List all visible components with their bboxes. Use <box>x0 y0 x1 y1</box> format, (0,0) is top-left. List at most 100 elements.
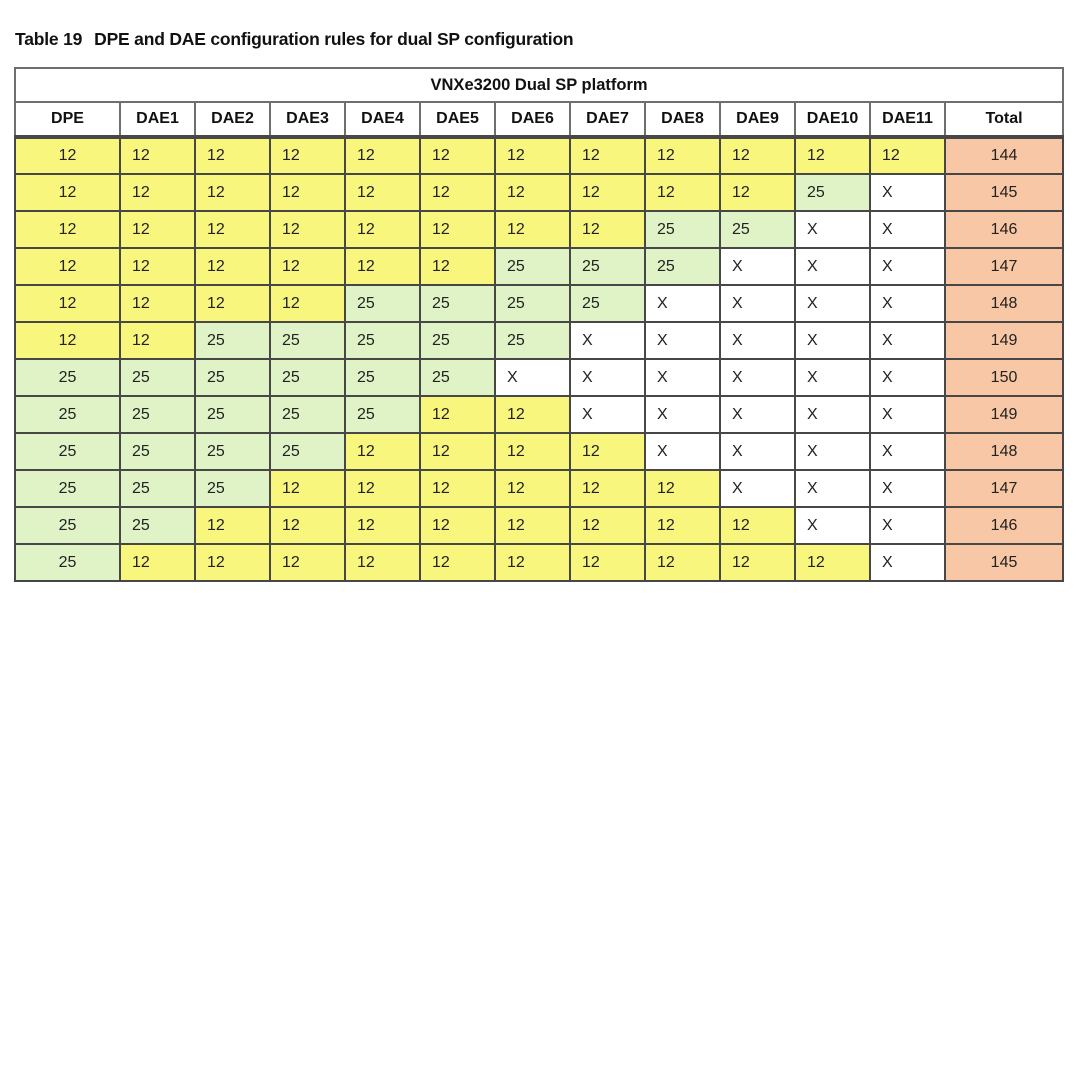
dae-cell: 12 <box>644 506 721 545</box>
platform-header: VNXe3200 Dual SP platform <box>13 67 1065 103</box>
dae-cell: X <box>644 321 721 360</box>
dae-cell: X <box>644 284 721 323</box>
dae-cell: 25 <box>119 469 196 508</box>
dae-cell: 25 <box>119 506 196 545</box>
dpe-cell: 25 <box>14 358 121 397</box>
dae-cell: 12 <box>569 173 646 212</box>
dae-cell: 12 <box>794 136 871 175</box>
column-header-total: Total <box>943 101 1065 139</box>
dae-cell: 12 <box>194 210 271 249</box>
dae-cell: 12 <box>644 543 721 582</box>
dae-cell: 25 <box>494 247 571 286</box>
dae-cell: 25 <box>269 432 346 471</box>
table-title-text: DPE and DAE configuration rules for dual… <box>94 29 574 49</box>
dae-cell: 12 <box>194 247 271 286</box>
total-cell: 146 <box>943 210 1065 249</box>
dae-cell: 12 <box>344 247 421 286</box>
table-row: 12 12 12 12 12 12 12 12 12 12 25 X 145 <box>14 173 1065 212</box>
table-row: 25 25 12 12 12 12 12 12 12 12 X X 146 <box>14 506 1065 545</box>
dae-cell: 12 <box>569 136 646 175</box>
dae-cell: 12 <box>419 469 496 508</box>
dae-cell: 12 <box>569 210 646 249</box>
table-row: 25 25 25 25 25 12 12 X X X X X 149 <box>14 395 1065 434</box>
dae-cell: 12 <box>419 432 496 471</box>
dae-cell: 25 <box>794 173 871 212</box>
dae-cell: 12 <box>344 173 421 212</box>
dae-cell: 12 <box>419 210 496 249</box>
dae-cell: 12 <box>344 543 421 582</box>
dae-cell: 25 <box>344 358 421 397</box>
dae-cell: X <box>569 395 646 434</box>
dae-cell: 12 <box>419 173 496 212</box>
dae-cell: X <box>719 358 796 397</box>
column-header-dpe: DPE <box>14 101 121 139</box>
dae-cell: X <box>719 321 796 360</box>
column-header-dae2: DAE2 <box>194 101 271 139</box>
dae-cell: X <box>869 506 946 545</box>
table-row: 12 12 25 25 25 25 25 X X X X X 149 <box>14 321 1065 360</box>
platform-header-row: VNXe3200 Dual SP platform <box>13 67 1065 103</box>
total-cell: 145 <box>943 173 1065 212</box>
dae-cell: X <box>794 432 871 471</box>
column-header-dae11: DAE11 <box>869 101 946 139</box>
dae-cell: 12 <box>194 136 271 175</box>
dae-cell: 25 <box>569 247 646 286</box>
dae-cell: 12 <box>719 543 796 582</box>
dae-cell: 12 <box>269 284 346 323</box>
dae-cell: 25 <box>344 395 421 434</box>
column-header-dae4: DAE4 <box>344 101 421 139</box>
dae-cell: 12 <box>494 432 571 471</box>
dae-cell: X <box>869 543 946 582</box>
dae-cell: 12 <box>269 173 346 212</box>
dae-cell: 25 <box>119 358 196 397</box>
total-cell: 145 <box>943 543 1065 582</box>
dae-cell: 12 <box>569 432 646 471</box>
total-cell: 150 <box>943 358 1065 397</box>
dae-cell: X <box>794 395 871 434</box>
dae-cell: 12 <box>419 395 496 434</box>
dae-cell: 12 <box>494 469 571 508</box>
dae-cell: 12 <box>194 506 271 545</box>
total-cell: 144 <box>943 136 1065 175</box>
dae-cell: 25 <box>194 469 271 508</box>
dae-cell: 12 <box>269 247 346 286</box>
dae-cell: X <box>869 395 946 434</box>
dae-cell: 12 <box>344 506 421 545</box>
dae-cell: 25 <box>419 358 496 397</box>
dpe-cell: 12 <box>14 210 121 249</box>
dae-cell: 25 <box>569 284 646 323</box>
column-header-dae6: DAE6 <box>494 101 571 139</box>
dae-cell: X <box>869 173 946 212</box>
dae-cell: 25 <box>719 210 796 249</box>
dae-cell: 12 <box>719 136 796 175</box>
dae-cell: 25 <box>494 321 571 360</box>
dae-cell: 12 <box>494 543 571 582</box>
dae-cell: X <box>869 247 946 286</box>
dae-cell: 12 <box>494 136 571 175</box>
dae-cell: X <box>719 395 796 434</box>
dae-cell: X <box>869 469 946 508</box>
dae-cell: X <box>794 469 871 508</box>
dae-cell: X <box>869 210 946 249</box>
dae-cell: 25 <box>119 395 196 434</box>
dae-cell: 12 <box>194 284 271 323</box>
dpe-cell: 12 <box>14 247 121 286</box>
dae-cell: 12 <box>419 506 496 545</box>
dae-cell: X <box>794 321 871 360</box>
dae-cell: 12 <box>119 173 196 212</box>
dae-cell: 25 <box>194 321 271 360</box>
dae-cell: X <box>569 358 646 397</box>
dae-cell: X <box>794 506 871 545</box>
dae-cell: 25 <box>269 321 346 360</box>
dae-cell: X <box>869 284 946 323</box>
dpe-cell: 25 <box>14 469 121 508</box>
column-header-dae7: DAE7 <box>569 101 646 139</box>
dpe-cell: 25 <box>14 543 121 582</box>
table-row: 12 12 12 12 12 12 12 12 12 12 12 12 144 <box>14 136 1065 175</box>
column-header-dae8: DAE8 <box>644 101 721 139</box>
dae-cell: 12 <box>344 432 421 471</box>
table-row: 12 12 12 12 12 12 12 12 25 25 X X 146 <box>14 210 1065 249</box>
dae-cell: 25 <box>194 358 271 397</box>
column-header-dae1: DAE1 <box>119 101 196 139</box>
